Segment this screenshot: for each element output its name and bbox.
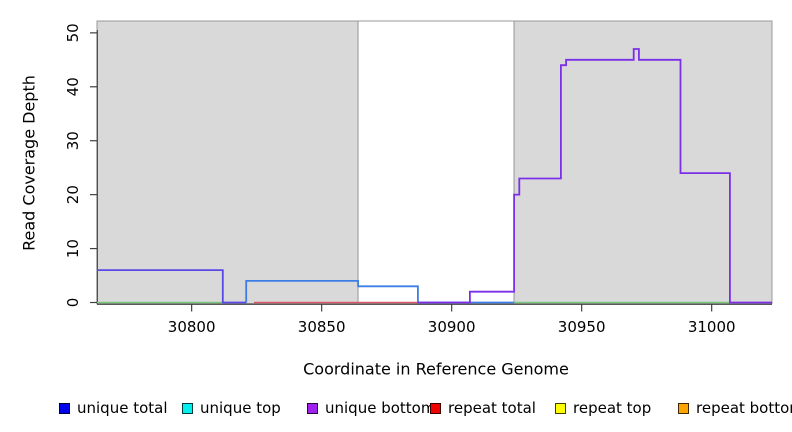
y-tick-label: 50 bbox=[64, 23, 82, 42]
y-tick-label: 30 bbox=[64, 131, 82, 150]
y-tick-label: 10 bbox=[64, 239, 82, 258]
series-line-unique-bottom-purple bbox=[417, 48, 772, 304]
x-tick-label: 30800 bbox=[168, 318, 216, 336]
y-tick-label: 0 bbox=[64, 298, 82, 308]
x-tick-label: 30900 bbox=[428, 318, 476, 336]
y-axis-title: Read Coverage Depth bbox=[19, 75, 39, 251]
y-tick-label: 20 bbox=[64, 185, 82, 204]
series-line-unique-left-violet bbox=[97, 269, 247, 304]
repeat-region-left bbox=[96, 20, 359, 304]
x-tick-label: 30850 bbox=[298, 318, 346, 336]
x-tick-label: 30950 bbox=[558, 318, 606, 336]
x-axis-title: Coordinate in Reference Genome bbox=[303, 359, 569, 379]
unique-region bbox=[357, 20, 515, 304]
y-tick-label: 40 bbox=[64, 77, 82, 96]
x-tick-label: 31000 bbox=[688, 318, 736, 336]
repeat-region-right bbox=[513, 20, 773, 304]
